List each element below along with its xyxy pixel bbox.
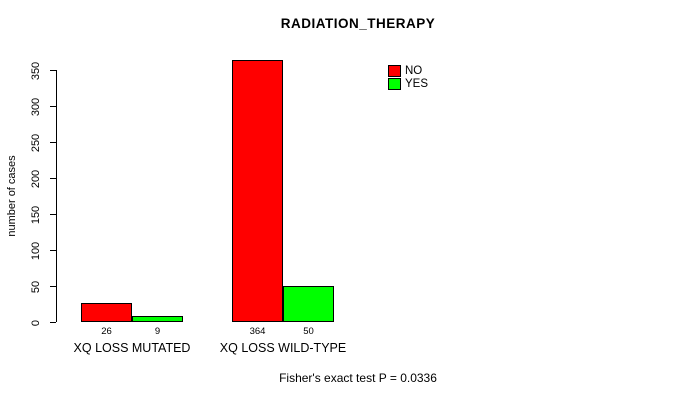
y-tick-label: 150	[30, 205, 42, 224]
legend: NO YES	[388, 64, 428, 90]
bar-value-label: 50	[303, 326, 314, 337]
bar-yes-0	[132, 315, 183, 322]
chart-title: RADIATION_THERAPY	[280, 16, 436, 31]
y-tick	[50, 286, 56, 287]
y-tick-label: 300	[30, 97, 42, 116]
legend-label: YES	[405, 77, 429, 90]
y-tick-label: 50	[30, 280, 42, 293]
y-tick-label: 100	[30, 241, 42, 260]
category-label-0: XQ LOSS MUTATED	[73, 341, 191, 355]
bar-value-label: 364	[249, 326, 266, 337]
y-tick	[50, 142, 56, 143]
bar-no-0	[81, 303, 132, 322]
legend-swatch-yes	[388, 77, 401, 90]
y-tick-label: 200	[30, 169, 42, 188]
legend-label: NO	[405, 64, 423, 77]
y-tick	[50, 214, 56, 215]
legend-row-yes: YES	[388, 77, 428, 90]
bar-value-label: 26	[101, 326, 112, 337]
y-tick-label: 350	[30, 61, 42, 80]
fisher-test-annotation: Fisher's exact test P = 0.0336	[279, 371, 437, 385]
y-tick	[50, 106, 56, 107]
category-label-1: XQ LOSS WILD-TYPE	[219, 341, 347, 355]
y-tick-label: 0	[30, 319, 42, 326]
bar-value-label: 9	[154, 326, 161, 337]
y-tick	[50, 70, 56, 71]
y-tick	[50, 250, 56, 251]
y-axis-title: number of cases	[6, 155, 18, 237]
legend-swatch-no	[388, 64, 401, 77]
legend-row-no: NO	[388, 64, 428, 77]
bar-no-1	[232, 59, 283, 322]
y-tick	[50, 322, 56, 323]
y-axis-line	[56, 70, 57, 322]
bar-yes-1	[283, 286, 334, 322]
y-tick	[50, 178, 56, 179]
y-tick-label: 250	[30, 133, 42, 152]
